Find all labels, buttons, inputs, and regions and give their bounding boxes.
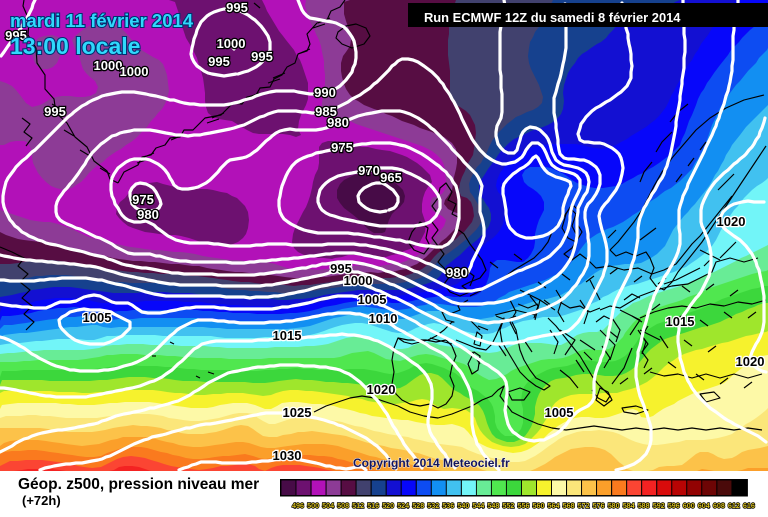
svg-text:985: 985 [315,104,337,119]
svg-text:508: 508 [337,501,349,510]
svg-text:1000: 1000 [344,273,373,288]
svg-text:1000: 1000 [94,58,123,73]
svg-text:616: 616 [743,501,755,510]
svg-text:520: 520 [382,501,394,510]
svg-text:612: 612 [728,501,740,510]
svg-text:980: 980 [446,265,468,280]
svg-text:975: 975 [132,192,154,207]
svg-text:580: 580 [608,501,620,510]
svg-text:(+72h): (+72h) [22,493,61,508]
svg-text:512: 512 [352,501,364,510]
svg-text:1015: 1015 [273,328,302,343]
svg-text:592: 592 [653,501,665,510]
svg-text:995: 995 [5,28,27,43]
svg-text:552: 552 [502,501,514,510]
svg-text:596: 596 [668,501,680,510]
svg-text:1030: 1030 [273,448,302,463]
svg-text:600: 600 [683,501,695,510]
svg-text:536: 536 [442,501,454,510]
svg-text:1020: 1020 [367,382,396,397]
svg-text:1000: 1000 [217,36,246,51]
svg-text:1000: 1000 [120,64,149,79]
svg-text:504: 504 [322,501,334,510]
svg-text:548: 548 [487,501,499,510]
svg-text:1015: 1015 [666,314,695,329]
svg-text:500: 500 [307,501,319,510]
svg-text:990: 990 [314,85,336,100]
svg-text:995: 995 [208,54,230,69]
svg-text:1010: 1010 [369,311,398,326]
svg-text:1005: 1005 [545,405,574,420]
svg-text:532: 532 [427,501,439,510]
svg-text:995: 995 [226,0,248,15]
svg-text:mardi 11 février 2014: mardi 11 février 2014 [10,10,194,31]
svg-text:13:00 locale: 13:00 locale [10,33,140,59]
svg-text:Copyright 2014 Meteociel.fr: Copyright 2014 Meteociel.fr [353,456,510,470]
svg-text:608: 608 [713,501,725,510]
svg-text:975: 975 [331,140,353,155]
svg-text:556: 556 [518,501,530,510]
svg-text:995: 995 [251,49,273,64]
svg-text:980: 980 [137,207,159,222]
svg-text:496: 496 [292,501,304,510]
svg-text:995: 995 [44,104,66,119]
svg-text:1005: 1005 [358,292,387,307]
svg-text:965: 965 [380,170,402,185]
svg-text:564: 564 [548,501,560,510]
svg-text:524: 524 [397,501,409,510]
svg-text:572: 572 [578,501,590,510]
svg-text:576: 576 [593,501,605,510]
svg-text:980: 980 [327,115,349,130]
svg-text:560: 560 [533,501,545,510]
svg-text:995: 995 [330,261,352,276]
svg-text:Run ECMWF 12Z du samedi 8 févr: Run ECMWF 12Z du samedi 8 février 2014 [424,10,681,25]
svg-text:544: 544 [472,501,484,510]
svg-text:588: 588 [638,501,650,510]
svg-text:568: 568 [563,501,575,510]
svg-text:604: 604 [698,501,710,510]
svg-text:1005: 1005 [83,310,112,325]
svg-text:Géop. z500, pression niveau me: Géop. z500, pression niveau mer [18,476,259,493]
svg-text:540: 540 [457,501,469,510]
svg-text:1020: 1020 [736,354,765,369]
svg-text:584: 584 [623,501,635,510]
svg-text:516: 516 [367,501,379,510]
svg-text:970: 970 [358,163,380,178]
svg-text:1025: 1025 [283,405,312,420]
svg-text:1020: 1020 [717,214,746,229]
svg-text:528: 528 [412,501,424,510]
